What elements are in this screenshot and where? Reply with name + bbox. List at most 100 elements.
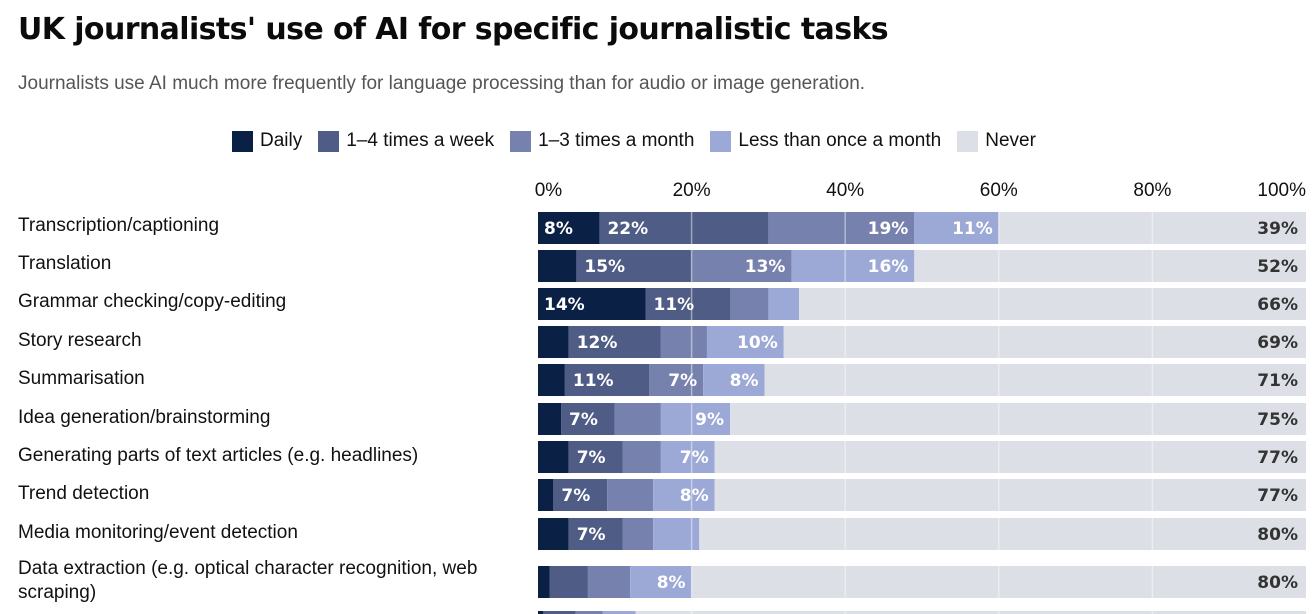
bar-segment-1-4-times-a-week bbox=[549, 566, 588, 598]
legend-label-weekly: 1–4 times a week bbox=[346, 130, 495, 151]
data-label-never: 77% bbox=[1257, 486, 1298, 506]
bar-segment-1-3-times-a-month bbox=[660, 326, 707, 358]
data-label-never: 39% bbox=[1257, 219, 1298, 239]
x-tick-label: 0% bbox=[534, 180, 563, 201]
bar-segment-1-3-times-a-month bbox=[768, 212, 915, 244]
category-label: Data extraction (e.g. optical character … bbox=[18, 558, 478, 603]
bar-segment-never bbox=[998, 212, 1306, 244]
data-label-never: 71% bbox=[1257, 371, 1298, 391]
bar-segment-never bbox=[764, 364, 1306, 396]
bar-segment-1-4-times-a-week bbox=[568, 518, 623, 550]
bar-segment-partial bbox=[543, 611, 576, 614]
data-label: 9% bbox=[695, 410, 724, 430]
category-label: Summarisation bbox=[18, 368, 145, 389]
data-label: 8% bbox=[544, 219, 573, 239]
bar-segment-1-4-times-a-week bbox=[561, 403, 615, 435]
bar-segment-less-than-once-a-month bbox=[660, 403, 730, 435]
bar-segment-less-than-once-a-month bbox=[653, 479, 715, 511]
bar-segment-never bbox=[799, 288, 1306, 320]
data-label-never: 75% bbox=[1257, 410, 1298, 430]
bar-segment-never bbox=[714, 479, 1306, 511]
bar-segment-less-than-once-a-month bbox=[703, 364, 765, 396]
x-tick-label: 40% bbox=[826, 180, 865, 201]
bar-segment-daily bbox=[538, 288, 646, 320]
bar-segment-daily bbox=[538, 403, 562, 435]
legend-item-monthly: 1–3 times a month bbox=[510, 130, 694, 152]
category-label: Generating parts of text articles (e.g. … bbox=[18, 445, 419, 466]
category-label: Translation bbox=[18, 253, 112, 274]
category-label: Idea generation/brainstorming bbox=[18, 407, 271, 428]
legend-swatch-weekly bbox=[318, 130, 340, 152]
bar-segment-daily bbox=[538, 250, 577, 282]
bar-segment-daily bbox=[538, 479, 554, 511]
bar-segment-daily bbox=[538, 518, 569, 550]
bar-segment-daily bbox=[538, 326, 569, 358]
bar-segment-1-3-times-a-month bbox=[649, 364, 704, 396]
data-label: 13% bbox=[745, 257, 786, 277]
data-label-never: 80% bbox=[1257, 573, 1298, 593]
bar-segment-partial bbox=[575, 611, 603, 614]
data-label: 7% bbox=[577, 525, 606, 545]
bar-segment-partial bbox=[602, 611, 636, 614]
bar-segment-1-4-times-a-week bbox=[645, 288, 730, 320]
bar-segment-partial bbox=[538, 611, 544, 614]
bar-segment-partial bbox=[635, 611, 1306, 614]
legend-swatch-daily bbox=[232, 130, 253, 152]
legend-label-less-than-monthly: Less than once a month bbox=[738, 130, 942, 151]
data-label: 7% bbox=[668, 371, 697, 391]
bar-segment-1-4-times-a-week bbox=[553, 479, 608, 511]
bar-segment-never bbox=[699, 518, 1306, 550]
data-label: 19% bbox=[868, 219, 909, 239]
bar-segment-less-than-once-a-month bbox=[768, 288, 800, 320]
bar-segment-daily bbox=[538, 441, 569, 473]
legend-swatch-monthly bbox=[510, 130, 532, 152]
bar-segment-1-4-times-a-week bbox=[599, 212, 769, 244]
category-label: Transcription/captioning bbox=[18, 215, 220, 236]
bar-segment-less-than-once-a-month bbox=[653, 518, 700, 550]
bar-segment-1-3-times-a-month bbox=[730, 288, 769, 320]
chart-title: UK journalists' use of AI for specific j… bbox=[18, 12, 889, 47]
bar-segment-1-3-times-a-month bbox=[614, 403, 661, 435]
bar-segment-never bbox=[714, 441, 1306, 473]
category-label: Story research bbox=[18, 330, 142, 351]
data-label: 11% bbox=[952, 219, 993, 239]
legend-item-never: Never bbox=[957, 130, 1036, 152]
legend-label-never: Never bbox=[985, 130, 1036, 151]
bar-segment-1-3-times-a-month bbox=[622, 518, 654, 550]
data-label: 14% bbox=[544, 295, 585, 315]
data-label: 10% bbox=[737, 333, 778, 353]
data-label-never: 66% bbox=[1257, 295, 1298, 315]
bar-segment-less-than-once-a-month bbox=[660, 441, 715, 473]
legend-item-weekly: 1–4 times a week bbox=[318, 130, 494, 152]
bar-segment-1-3-times-a-month bbox=[607, 479, 654, 511]
bar-segment-less-than-once-a-month bbox=[630, 566, 692, 598]
data-label: 11% bbox=[573, 371, 614, 391]
data-label: 7% bbox=[561, 486, 590, 506]
data-label: 8% bbox=[657, 573, 686, 593]
data-label: 16% bbox=[868, 257, 909, 277]
bar-segment-1-3-times-a-month bbox=[622, 441, 661, 473]
legend-item-less-than-monthly: Less than once a month bbox=[710, 130, 941, 152]
data-label: 12% bbox=[577, 333, 618, 353]
legend-label-daily: Daily bbox=[260, 130, 303, 151]
bar-segment-1-3-times-a-month bbox=[587, 566, 631, 598]
data-label: 7% bbox=[680, 448, 709, 468]
x-tick-label: 60% bbox=[979, 180, 1018, 201]
x-tick-label: 80% bbox=[1133, 180, 1172, 201]
legend: Daily 1–4 times a week 1–3 times a month… bbox=[232, 130, 1052, 152]
bar-segment-daily bbox=[538, 364, 565, 396]
bar-segment-never bbox=[730, 403, 1306, 435]
data-label-never: 77% bbox=[1257, 448, 1298, 468]
bar-segment-daily bbox=[538, 212, 600, 244]
bar-segment-1-4-times-a-week bbox=[568, 441, 623, 473]
bar-segment-daily bbox=[538, 566, 550, 598]
data-label: 22% bbox=[607, 219, 648, 239]
chart-subtitle: Journalists use AI much more frequently … bbox=[18, 73, 866, 94]
data-label: 7% bbox=[569, 410, 598, 430]
bar-segment-1-4-times-a-week bbox=[564, 364, 650, 396]
category-label: Grammar checking/copy-editing bbox=[18, 291, 287, 312]
data-label: 7% bbox=[577, 448, 606, 468]
bar-segment-less-than-once-a-month bbox=[706, 326, 784, 358]
data-label: 8% bbox=[730, 371, 759, 391]
